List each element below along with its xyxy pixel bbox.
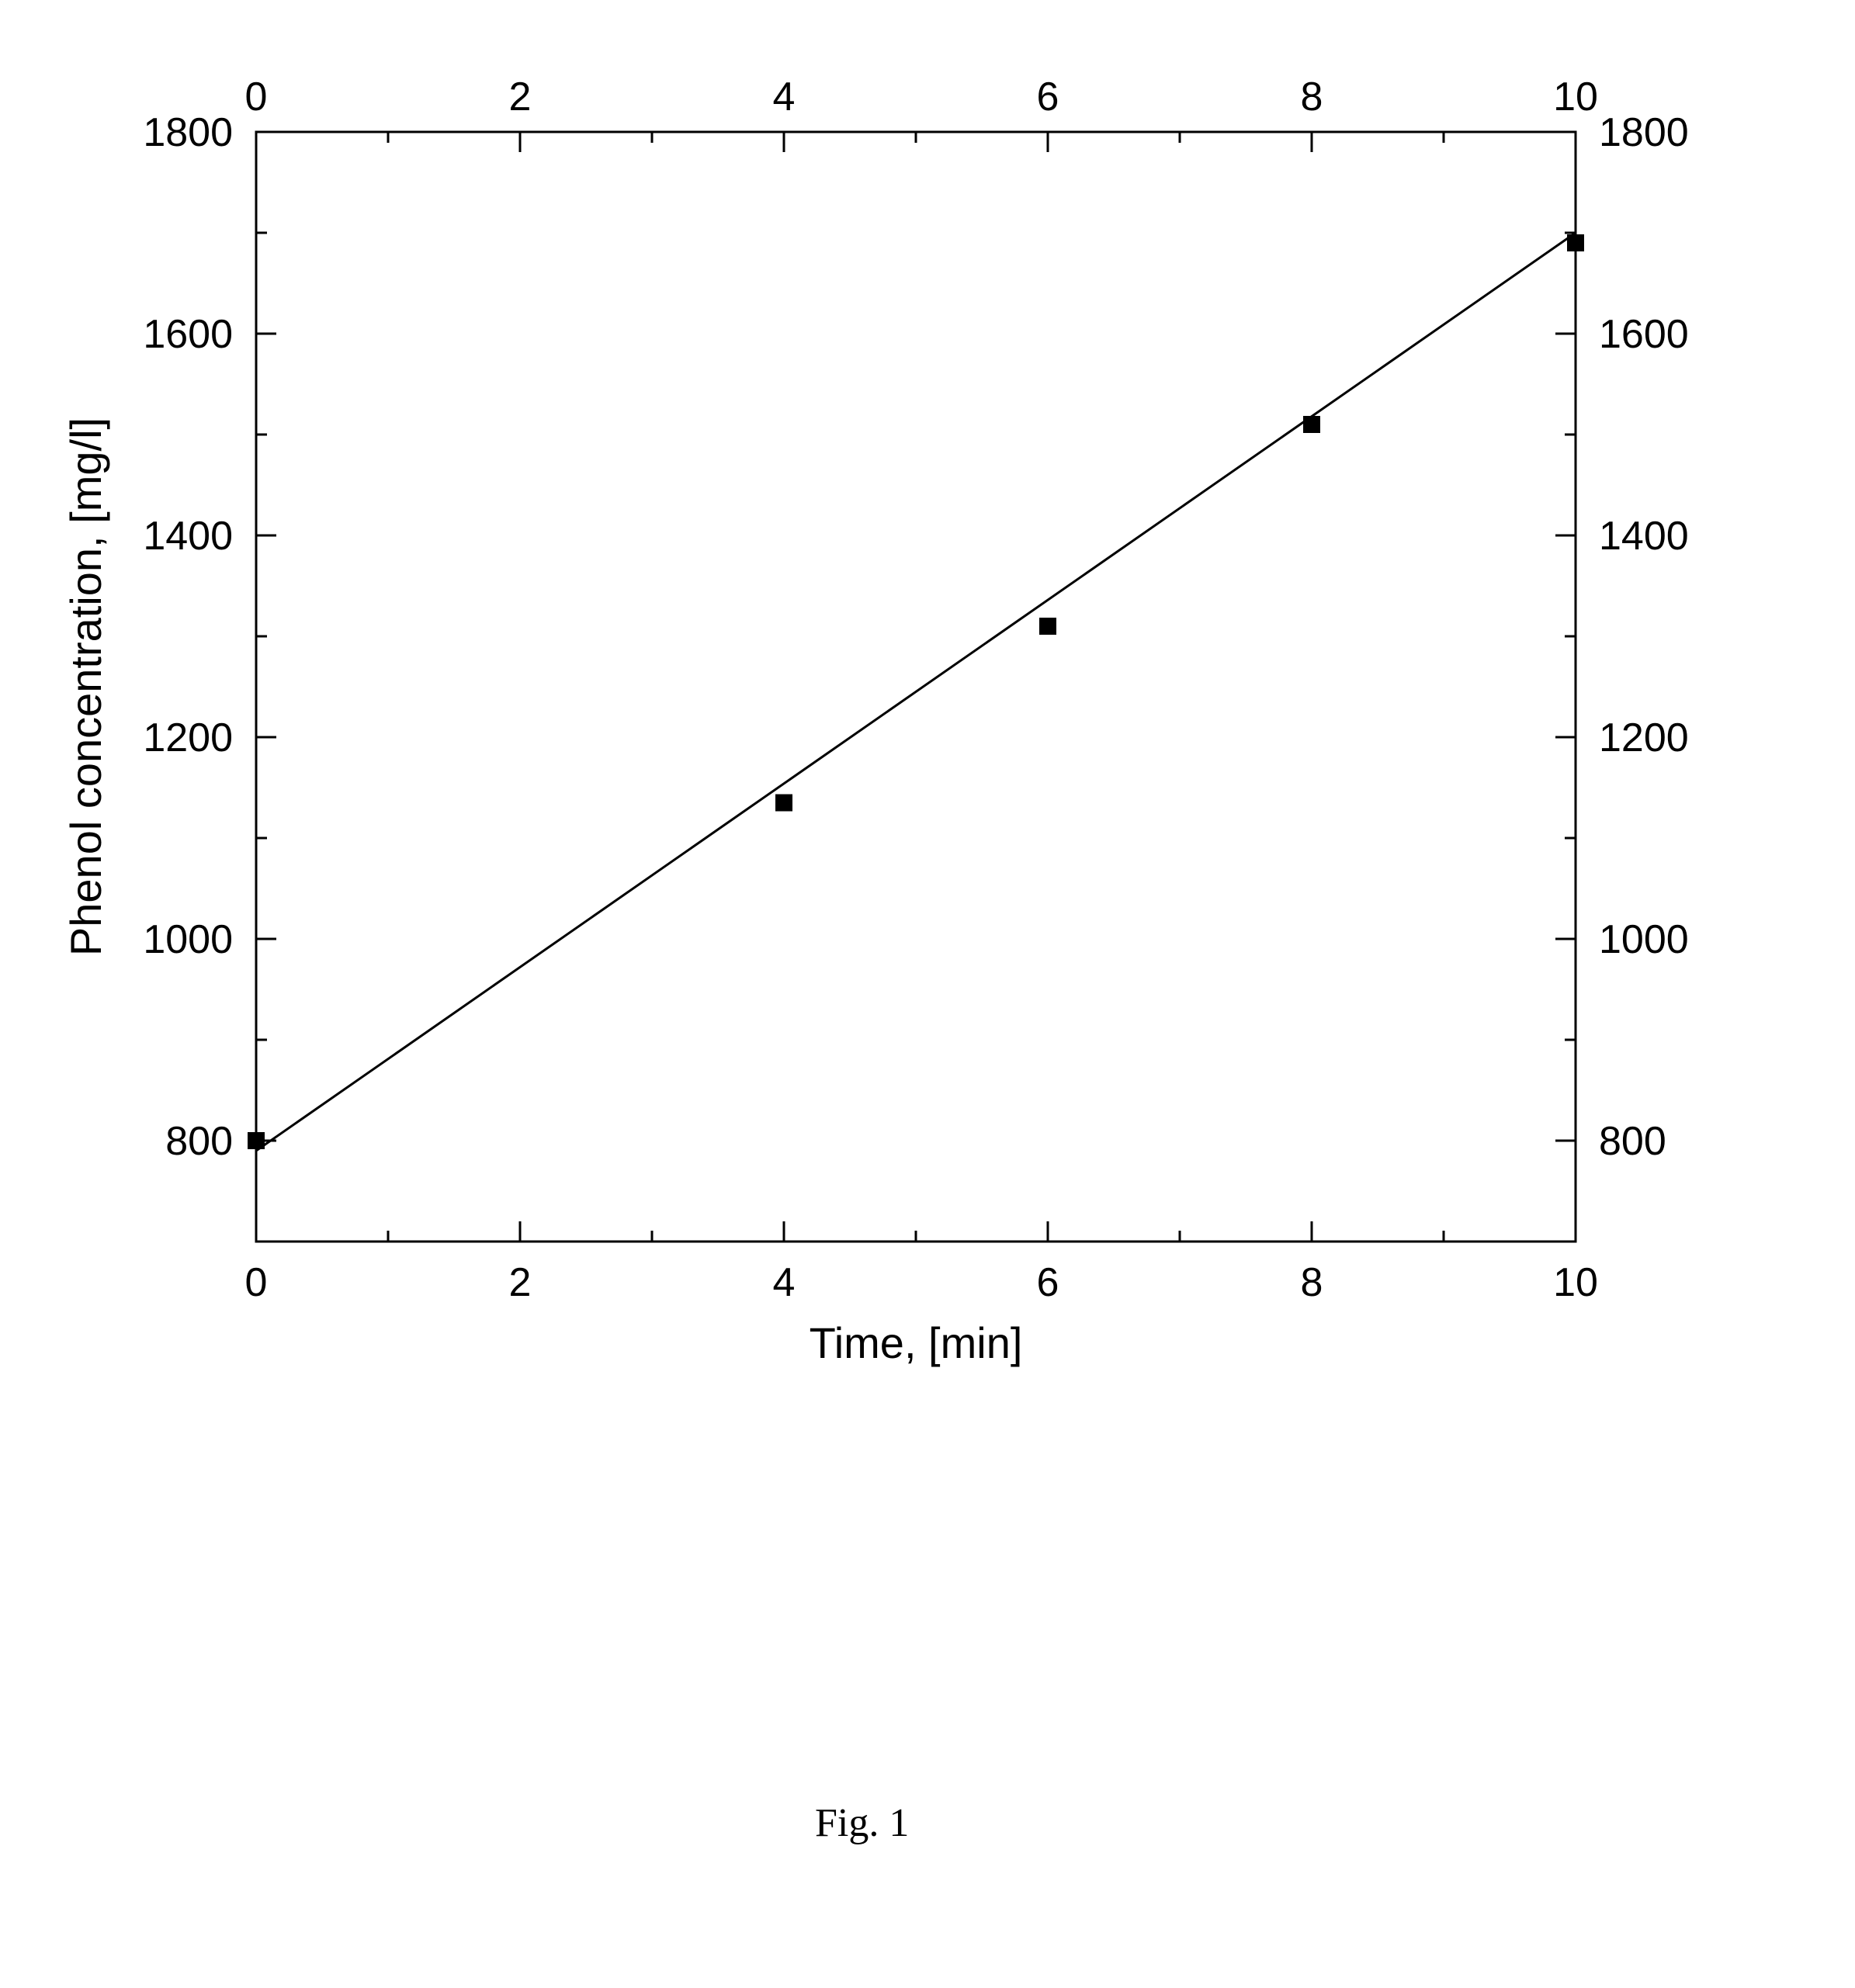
y-tick-label-right: 1400 [1599, 514, 1689, 559]
x-axis-label: Time, [min] [810, 1318, 1023, 1367]
x-tick-label: 2 [509, 1260, 532, 1305]
x-tick-label: 4 [773, 1260, 796, 1305]
x-tick-label-top: 0 [245, 74, 268, 119]
x-tick-label-top: 4 [773, 74, 796, 119]
plot-border [256, 132, 1576, 1242]
y-tick-label: 1000 [143, 917, 233, 962]
page: 0 0 2 2 4 4 6 6 8 8 10 10 800 800 1000 1000 1200 1200 1400… [0, 0, 1855, 1988]
y-tick-label: 1200 [143, 715, 233, 760]
data-marker [1039, 618, 1056, 635]
x-tick-label: 0 [245, 1260, 268, 1305]
y-tick-label: 1400 [143, 514, 233, 559]
data-marker [1567, 234, 1584, 251]
x-tick-label: 6 [1037, 1260, 1059, 1305]
y-tick-label-right: 1000 [1599, 917, 1689, 962]
x-tick-label-top: 10 [1553, 74, 1598, 119]
x-tick-label: 10 [1553, 1260, 1598, 1305]
data-marker [775, 795, 792, 812]
fit-line [256, 233, 1576, 1151]
y-tick-label: 1800 [143, 110, 233, 155]
x-tick-label-top: 8 [1301, 74, 1323, 119]
data-marker [1303, 416, 1320, 433]
y-tick-label-right: 1800 [1599, 110, 1689, 155]
data-marker [248, 1132, 265, 1149]
y-tick-label-right: 1600 [1599, 312, 1689, 357]
x-tick-label: 8 [1301, 1260, 1323, 1305]
x-tick-label-top: 6 [1037, 74, 1059, 119]
figure-caption: Fig. 1 [815, 1800, 909, 1846]
x-tick-label-top: 2 [509, 74, 532, 119]
y-tick-label: 800 [165, 1119, 233, 1164]
y-tick-label-right: 1200 [1599, 715, 1689, 760]
y-axis-label: Phenol concentration, [mg/l] [61, 417, 110, 956]
y-tick-label-right: 800 [1599, 1119, 1666, 1164]
chart-canvas: 0 0 2 2 4 4 6 6 8 8 10 10 800 800 1000 1000 1200 1200 1400… [0, 0, 1855, 1552]
y-tick-label: 1600 [143, 312, 233, 357]
